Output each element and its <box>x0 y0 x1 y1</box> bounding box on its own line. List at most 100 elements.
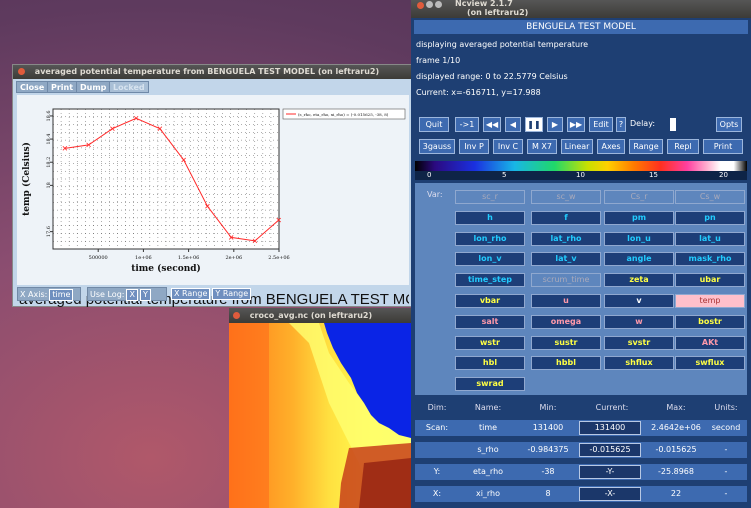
units-col-header: Units: <box>705 400 747 416</box>
var-button-omega[interactable]: omega <box>531 315 601 329</box>
var-button-time-step[interactable]: time_step <box>455 273 525 287</box>
var-button-cs-w[interactable]: Cs_w <box>675 190 745 204</box>
magnification-button[interactable]: M X7 <box>527 139 557 154</box>
var-button-pm[interactable]: pm <box>604 211 674 225</box>
opts-button[interactable]: Opts <box>716 117 742 132</box>
var-button-salt[interactable]: salt <box>455 315 525 329</box>
uselog-label: Use Log: <box>90 290 124 299</box>
var-button-sc-w[interactable]: sc_w <box>531 190 601 204</box>
fast-forward-icon[interactable]: ▶▶ <box>567 117 585 132</box>
var-button-lat-u[interactable]: lat_u <box>675 232 745 246</box>
yrange-button[interactable]: Y Range <box>212 288 251 300</box>
dim-current-cell[interactable]: -0.015625 <box>579 443 641 457</box>
var-button-lat-rho[interactable]: lat_rho <box>531 232 601 246</box>
var-button-cs-r[interactable]: Cs_r <box>604 190 674 204</box>
dim-current-cell[interactable]: -Y- <box>579 465 641 479</box>
var-button-f[interactable]: f <box>531 211 601 225</box>
var-button-mask-rho[interactable]: mask_rho <box>675 252 745 266</box>
plot-window-titlebar[interactable]: averaged potential temperature from BENG… <box>13 65 411 79</box>
var-button-w[interactable]: w <box>604 315 674 329</box>
var-label: Var: <box>427 190 443 199</box>
var-button-wstr[interactable]: wstr <box>455 336 525 350</box>
var-button-hbl[interactable]: hbl <box>455 356 525 370</box>
var-button-lon-v[interactable]: lon_v <box>455 252 525 266</box>
var-button-u[interactable]: u <box>531 294 601 308</box>
edit-button[interactable]: Edit <box>589 117 613 132</box>
var-button-swflux[interactable]: swflux <box>675 356 745 370</box>
help-button[interactable]: ? <box>616 117 626 132</box>
rewind-icon[interactable]: ◀◀ <box>483 117 501 132</box>
step-back-icon[interactable]: ◀ <box>505 117 521 132</box>
var-button-svstr[interactable]: svstr <box>604 336 674 350</box>
var-button-scrum-time[interactable]: scrum_time <box>531 273 601 287</box>
locked-button[interactable]: Locked <box>109 81 149 93</box>
uselog-control: Use Log: X Y <box>87 287 167 301</box>
pause-icon[interactable]: ❚❚ <box>525 117 543 132</box>
dim-current-cell[interactable]: -X- <box>579 487 641 501</box>
x-tick-label: 500000 <box>89 255 108 261</box>
var-button-ubar[interactable]: ubar <box>675 273 745 287</box>
var-button-swrad[interactable]: swrad <box>455 377 525 391</box>
croco-window-titlebar[interactable]: croco_avg.nc (on leftraru2) <box>229 308 411 323</box>
invert-physical-button[interactable]: Inv P <box>459 139 489 154</box>
var-button-temp[interactable]: temp <box>675 294 745 308</box>
var-button-shflux[interactable]: shflux <box>604 356 674 370</box>
goto-first-button[interactable]: ->1 <box>455 117 479 132</box>
transform-button[interactable]: Linear <box>561 139 593 154</box>
dim-units-cell: second <box>705 420 747 436</box>
xaxis-time-button[interactable]: time <box>49 289 73 301</box>
invert-colormap-button[interactable]: Inv C <box>493 139 523 154</box>
range-button[interactable]: Range <box>629 139 663 154</box>
step-forward-icon[interactable]: ▶ <box>547 117 563 132</box>
var-button-h[interactable]: h <box>455 211 525 225</box>
xrange-button[interactable]: X Range <box>171 288 210 300</box>
uselog-x-button[interactable]: X <box>126 289 137 301</box>
close-button[interactable]: Close <box>16 81 48 93</box>
var-button-angle[interactable]: angle <box>604 252 674 266</box>
colorbar <box>415 161 747 171</box>
dim-min-cell: -0.984375 <box>523 442 573 458</box>
dim-row-eta-rho: Y: eta_rho -38 -Y- -25.8968 - <box>415 464 747 480</box>
colorbar-tick: 10 <box>576 171 585 179</box>
dim-dim-cell: Scan: <box>423 420 451 436</box>
print-button[interactable]: Print <box>703 139 743 154</box>
var-button-bostr[interactable]: bostr <box>675 315 745 329</box>
var-button-vbar[interactable]: vbar <box>455 294 525 308</box>
legend-label: (s_rho, eta_rho, xi_rho) = (-0.015625, -… <box>298 112 389 117</box>
colormap-button[interactable]: 3gauss <box>419 139 455 154</box>
var-button-sustr[interactable]: sustr <box>531 336 601 350</box>
quit-button[interactable]: Quit <box>419 117 449 132</box>
maximize-icon[interactable] <box>435 1 442 8</box>
dim-units-cell: - <box>705 442 747 458</box>
dim-dim-cell: Y: <box>423 464 451 480</box>
dump-button[interactable]: Dump <box>76 81 110 93</box>
dim-row-xi-rho: X: xi_rho 8 -X- 22 - <box>415 486 747 502</box>
axes-button[interactable]: Axes <box>597 139 625 154</box>
delay-slider[interactable] <box>670 118 676 131</box>
uselog-y-button[interactable]: Y <box>140 289 151 301</box>
var-button-zeta[interactable]: zeta <box>604 273 674 287</box>
x-axis-label: time (second) <box>131 263 201 274</box>
ncview-titlebar[interactable]: Ncview 2.1.7 (on leftraru2) <box>411 0 751 18</box>
dim-current-cell[interactable]: 131400 <box>579 421 641 435</box>
current-col-header: Current: <box>585 400 639 416</box>
var-button-lon-u[interactable]: lon_u <box>604 232 674 246</box>
close-icon[interactable] <box>417 2 424 9</box>
temperature-field-image[interactable] <box>229 323 411 508</box>
dim-units-cell: - <box>705 464 747 480</box>
ncview-window-subtitle: (on leftraru2) <box>467 8 528 18</box>
var-button-akt[interactable]: AKt <box>675 336 745 350</box>
var-button-lon-rho[interactable]: lon_rho <box>455 232 525 246</box>
repl-button[interactable]: Repl <box>667 139 699 154</box>
var-button-hbbl[interactable]: hbbl <box>531 356 601 370</box>
var-button-v[interactable]: v <box>604 294 674 308</box>
var-button-sc-r[interactable]: sc_r <box>455 190 525 204</box>
close-icon[interactable] <box>18 68 25 75</box>
print-button[interactable]: Print <box>47 81 77 93</box>
max-col-header: Max: <box>651 400 701 416</box>
croco-image-window: croco_avg.nc (on leftraru2) <box>229 308 411 508</box>
close-icon[interactable] <box>233 312 240 319</box>
var-button-lat-v[interactable]: lat_v <box>531 252 601 266</box>
minimize-icon[interactable] <box>426 1 433 8</box>
var-button-pn[interactable]: pn <box>675 211 745 225</box>
